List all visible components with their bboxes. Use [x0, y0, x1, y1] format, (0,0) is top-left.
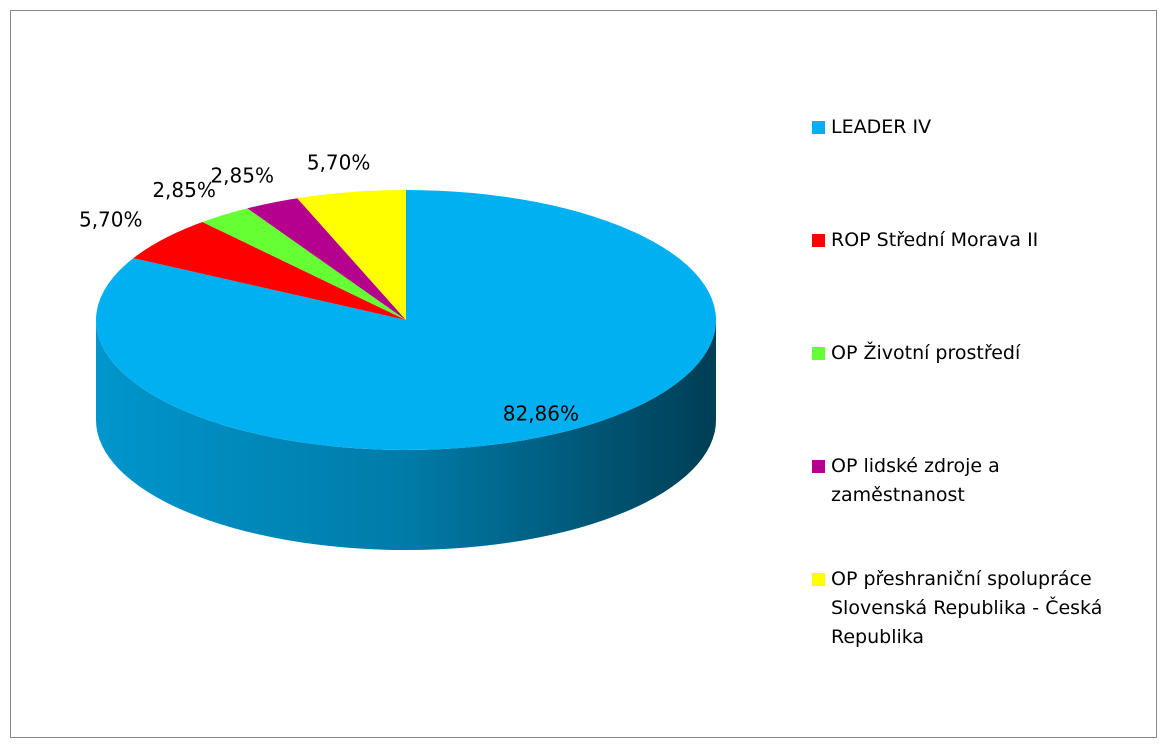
legend-entry: OP Životní prostředí	[812, 339, 1152, 368]
legend-swatch	[812, 121, 825, 134]
legend-label: OP přeshraniční spolupráce Slovenská Rep…	[831, 568, 1103, 648]
data-label: 2,85%	[152, 178, 216, 202]
legend-swatch	[812, 573, 825, 586]
pie-slice	[297, 190, 406, 320]
legend-label: OP lidské zdroje a zaměstnanost	[831, 455, 1000, 506]
pie-side-shade	[96, 320, 716, 550]
legend-entry: LEADER IV	[812, 113, 1152, 142]
pie-slice	[133, 221, 406, 320]
data-label: 2,85%	[210, 164, 274, 188]
legend-label: LEADER IV	[831, 116, 932, 138]
legend-swatch	[812, 234, 825, 247]
data-label: 5,70%	[79, 207, 143, 231]
legend-label: ROP Střední Morava II	[831, 229, 1039, 251]
data-label: 5,70%	[307, 150, 371, 174]
legend-swatch	[812, 347, 825, 360]
data-label: 82,86%	[503, 401, 579, 425]
pie-slice	[95, 190, 716, 450]
legend-label: OP Životní prostředí	[831, 342, 1021, 364]
pie-slice	[202, 208, 406, 320]
legend-entry: OP přeshraniční spolupráce Slovenská Rep…	[812, 565, 1152, 652]
legend-entry: ROP Střední Morava II	[812, 226, 1152, 255]
pie-slice	[247, 198, 406, 320]
legend-swatch	[812, 460, 825, 473]
legend-entry: OP lidské zdroje a zaměstnanost	[812, 452, 1152, 510]
